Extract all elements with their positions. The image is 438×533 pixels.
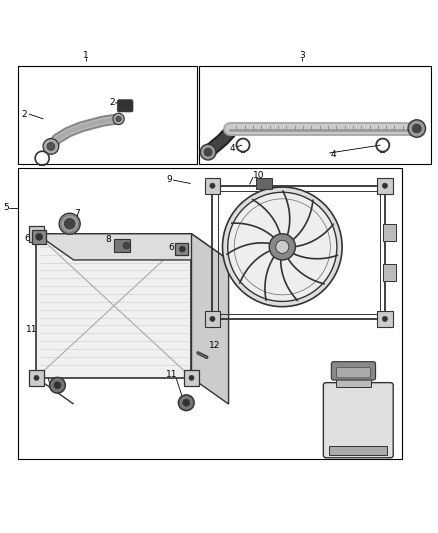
Circle shape (179, 246, 185, 252)
Text: 3: 3 (299, 51, 305, 60)
Text: 2: 2 (21, 110, 27, 119)
Circle shape (276, 240, 289, 253)
Bar (18, 168, 403, 458)
FancyBboxPatch shape (336, 367, 371, 378)
Bar (205, 178, 220, 193)
Circle shape (64, 219, 75, 229)
Text: 1: 1 (83, 51, 89, 60)
Bar (336, 378, 371, 387)
Text: 4: 4 (330, 150, 336, 159)
Text: 13: 13 (358, 410, 369, 419)
Circle shape (382, 183, 388, 188)
Text: 6: 6 (25, 235, 31, 244)
Bar (205, 311, 220, 327)
Circle shape (183, 399, 190, 406)
FancyBboxPatch shape (331, 362, 375, 380)
Polygon shape (191, 234, 229, 404)
Bar (184, 370, 199, 386)
Circle shape (223, 187, 342, 306)
Bar (199, 66, 431, 164)
Text: 8: 8 (106, 235, 111, 244)
Bar (377, 178, 393, 193)
Bar (377, 311, 393, 327)
Text: 11: 11 (26, 325, 38, 334)
Polygon shape (36, 234, 191, 378)
Bar (256, 179, 272, 189)
FancyBboxPatch shape (117, 100, 133, 112)
Text: 6: 6 (169, 243, 174, 252)
Circle shape (34, 375, 39, 381)
Circle shape (35, 233, 42, 240)
Circle shape (204, 148, 212, 156)
Circle shape (54, 382, 61, 389)
Text: 10: 10 (253, 171, 265, 180)
Text: 9: 9 (166, 175, 173, 184)
FancyBboxPatch shape (323, 383, 393, 458)
Bar (175, 243, 188, 255)
Circle shape (200, 144, 216, 160)
Text: 12: 12 (209, 342, 221, 351)
Circle shape (189, 375, 194, 381)
Circle shape (210, 316, 215, 321)
Circle shape (116, 116, 121, 122)
Text: 7: 7 (74, 209, 80, 218)
Circle shape (34, 231, 39, 236)
Circle shape (228, 192, 337, 302)
Bar (32, 230, 46, 244)
Text: 11: 11 (166, 370, 177, 379)
Bar (383, 224, 396, 241)
Circle shape (59, 213, 80, 234)
Text: 5: 5 (3, 203, 9, 212)
Circle shape (269, 234, 295, 260)
Bar (329, 446, 387, 455)
Bar (28, 226, 44, 241)
Circle shape (382, 316, 388, 321)
Text: 4: 4 (230, 144, 236, 152)
Circle shape (113, 113, 124, 125)
Circle shape (49, 377, 65, 393)
Circle shape (413, 124, 421, 133)
Bar (18, 66, 197, 164)
Bar (28, 370, 44, 386)
Circle shape (408, 120, 426, 138)
Circle shape (43, 139, 59, 154)
Bar (218, 191, 380, 313)
Bar (383, 263, 396, 281)
Bar (212, 185, 385, 319)
Circle shape (123, 242, 130, 249)
Text: 2: 2 (109, 98, 115, 107)
Circle shape (178, 395, 194, 410)
Polygon shape (36, 234, 229, 260)
Circle shape (47, 142, 55, 150)
Circle shape (210, 183, 215, 188)
Bar (114, 239, 130, 252)
